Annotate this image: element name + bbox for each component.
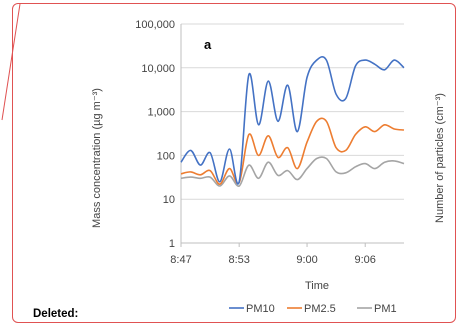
series-line-pm1	[180, 156, 405, 187]
legend-label-pm10: PM10	[246, 303, 275, 315]
legend-label-pm1: PM1	[374, 303, 397, 315]
legend: PM10 PM2.5 PM1	[229, 303, 397, 315]
y-tick-label: 1	[169, 238, 175, 250]
revision-marker-line	[1, 3, 21, 121]
x-tick-label: 9:06	[355, 254, 376, 266]
legend-label-pm25: PM2.5	[304, 303, 336, 315]
x-tick-label: 8:53	[228, 254, 249, 266]
x-axis-title: Time	[305, 280, 329, 292]
y-tick-label: 1,000	[147, 107, 175, 119]
x-tick-label: 9:00	[296, 254, 317, 266]
y2-axis-title: Number of particles (cm⁻³)	[434, 93, 446, 223]
revision-frame	[12, 3, 456, 323]
y-tick-label: 10,000	[141, 63, 175, 75]
y-axis-title: Mass concentration (µg m⁻³)	[91, 88, 103, 228]
y-tick-label: 100	[157, 150, 175, 162]
series-line-pm10	[180, 56, 405, 185]
y-tick-label: 100,000	[135, 19, 175, 31]
deleted-label: Deleted:	[33, 308, 79, 320]
plot-area: 1 10 100 1,000 10,000 100,000 8:47 8:53 9:00 9:06	[135, 19, 405, 266]
y-tick-label: 10	[163, 194, 175, 206]
series-line-pm25	[180, 117, 405, 185]
x-tick-label: 8:47	[170, 254, 191, 266]
panel-label: a	[204, 37, 212, 52]
